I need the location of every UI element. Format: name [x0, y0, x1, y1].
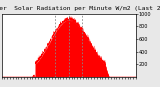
Text: Milwaukee Weather  Solar Radiation per Minute W/m2 (Last 24 Hours): Milwaukee Weather Solar Radiation per Mi…: [0, 6, 160, 11]
